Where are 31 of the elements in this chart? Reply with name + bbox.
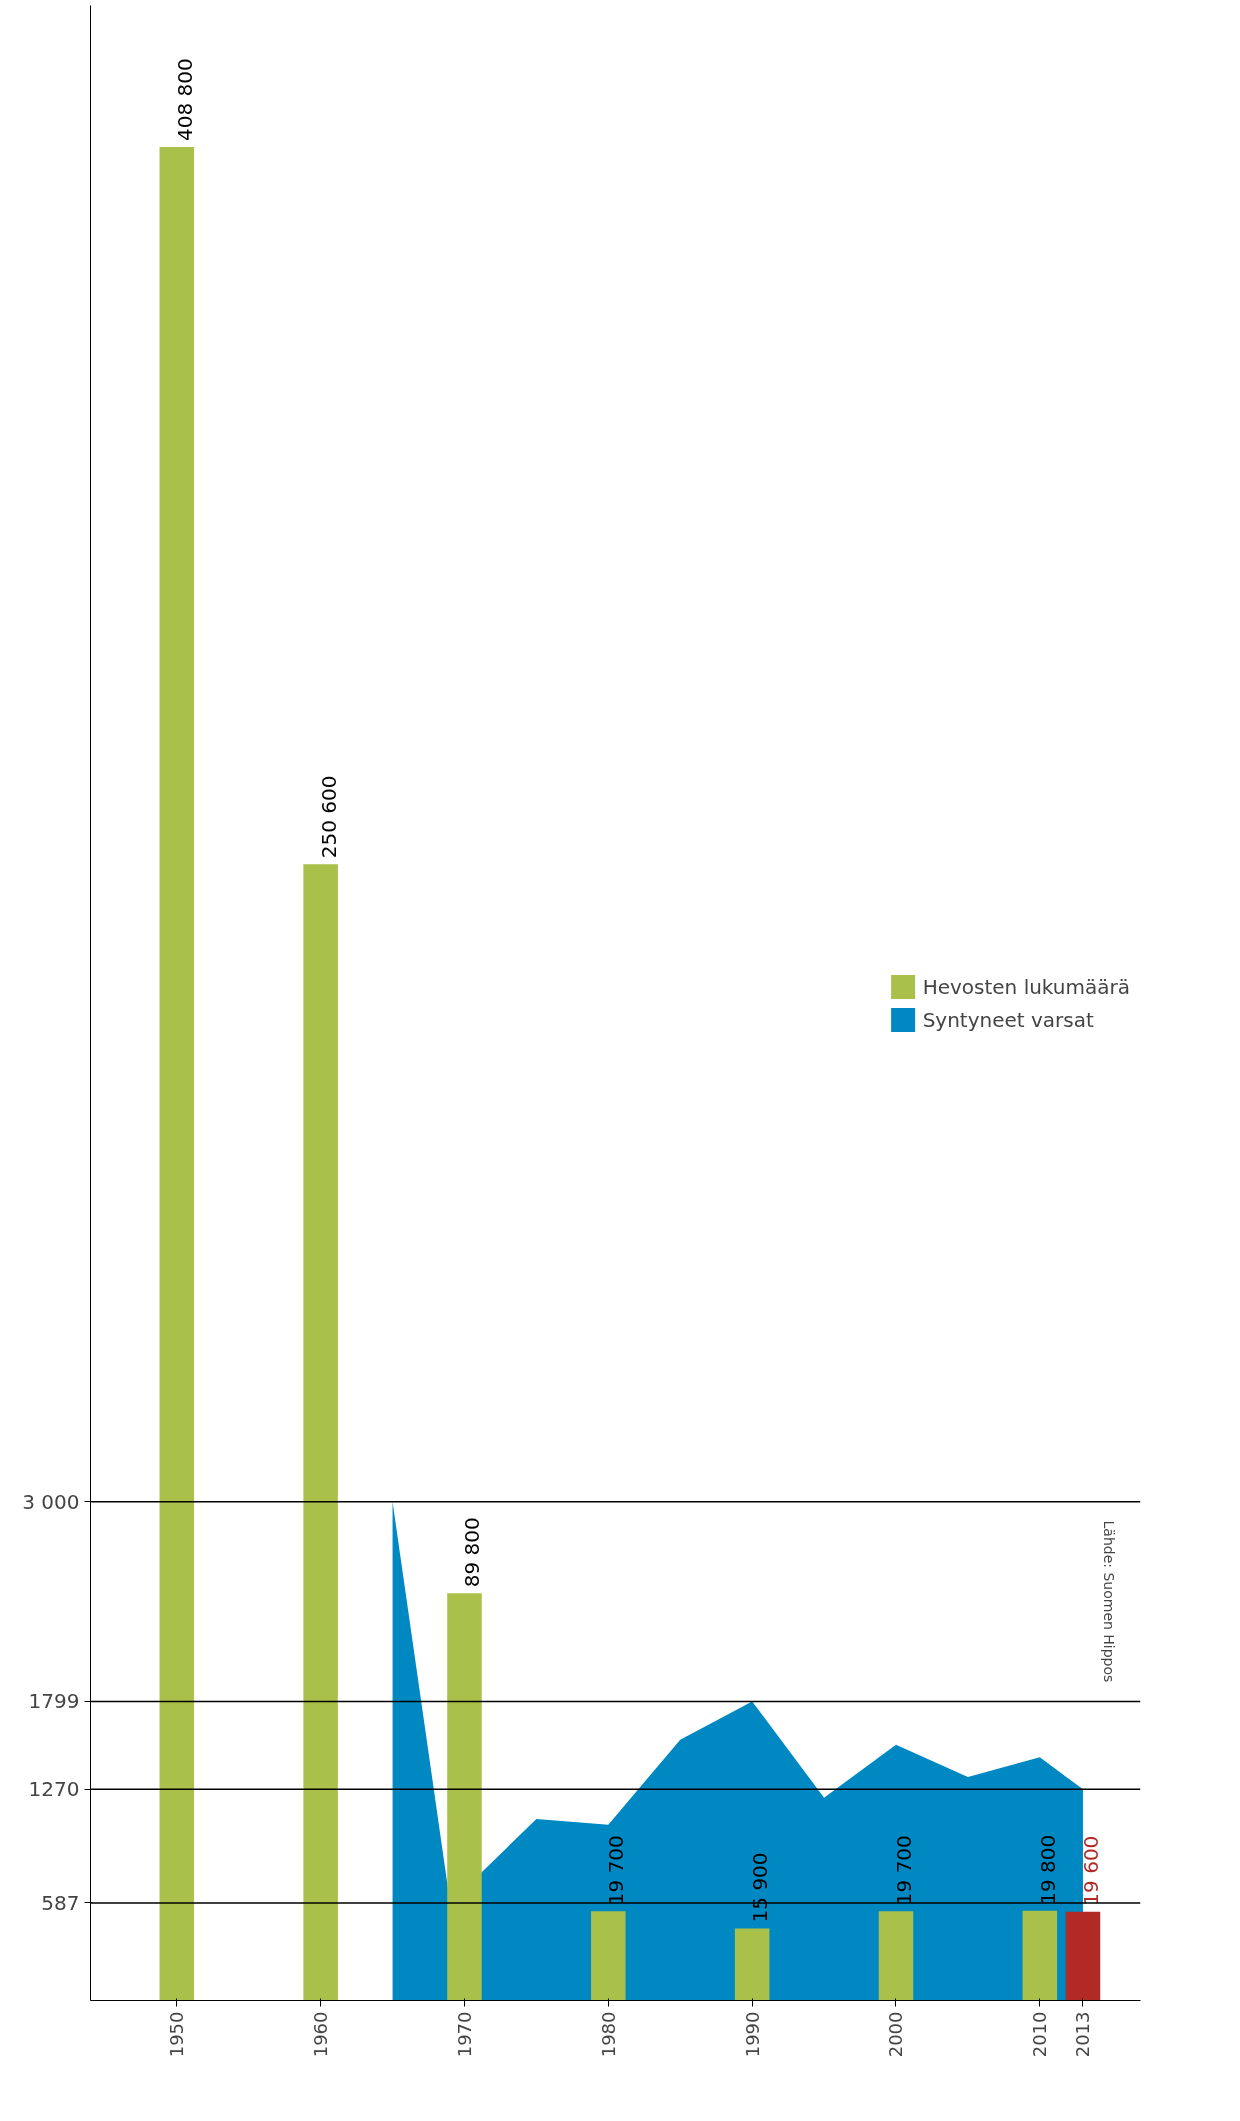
x-tick-label: 1990 xyxy=(741,2011,763,2058)
data-label: 19 700 xyxy=(604,1835,629,1906)
bar xyxy=(591,1911,626,2001)
bar xyxy=(303,864,338,2001)
bar xyxy=(447,1593,482,2001)
bar xyxy=(1022,1910,1058,2001)
y2-tick-label: 1270 xyxy=(28,1777,80,1802)
x-tick-label: 1980 xyxy=(597,2011,619,2058)
x-tick-label: 1950 xyxy=(166,2011,188,2058)
legend-label: Hevosten lukumäärä xyxy=(922,974,1130,998)
x-tick-label: 1960 xyxy=(310,2011,332,2058)
y2-tick-label: 1799 xyxy=(28,1689,80,1714)
data-label: 89 800 xyxy=(460,1517,485,1588)
x-tick-label: 2010 xyxy=(1029,2011,1051,2058)
x-tick-label: 2013 xyxy=(1072,2011,1094,2058)
bar xyxy=(159,146,195,2001)
x-tick-label: 2000 xyxy=(885,2011,907,2058)
bar xyxy=(878,1911,914,2001)
x-tick-label: 1970 xyxy=(453,2011,475,2058)
y2-tick-label: 3 000 xyxy=(22,1489,80,1514)
data-label: 19 700 xyxy=(891,1835,916,1906)
annotation: Lähde: Suomen Hippos xyxy=(1100,1520,1117,1683)
bar xyxy=(1065,1911,1101,2001)
data-label: 408 800 xyxy=(172,58,197,141)
data-label: 15 900 xyxy=(748,1852,773,1923)
y2-tick-label: 587 xyxy=(41,1890,80,1915)
data-label: 19 600 xyxy=(1078,1835,1103,1906)
bar xyxy=(734,1928,770,2001)
data-label: 250 600 xyxy=(316,775,341,859)
legend-label: Syntyneet varsat xyxy=(922,1007,1094,1031)
data-label: 19 800 xyxy=(1035,1834,1060,1905)
